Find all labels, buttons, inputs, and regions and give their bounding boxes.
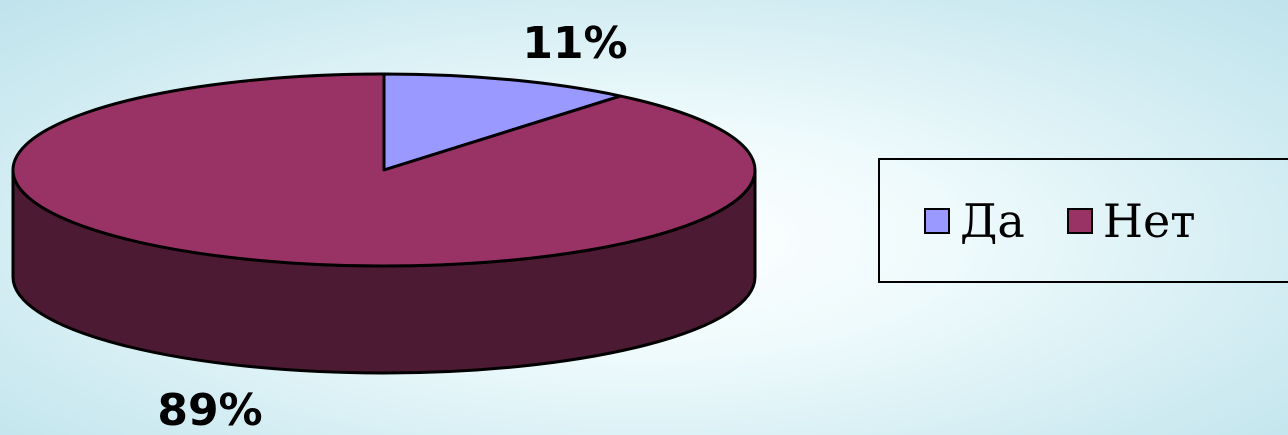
- legend-swatch-net: [1066, 207, 1093, 234]
- slice-net: [11, 72, 757, 268]
- pie-group: [11, 72, 757, 375]
- legend-item-net: Нет: [1066, 193, 1196, 248]
- chart-legend: Да Нет: [878, 158, 1288, 283]
- legend-item-da: Да: [924, 198, 1025, 244]
- legend-swatch-da: [924, 207, 950, 234]
- slice-label-da: 11%: [522, 18, 627, 69]
- slice-da: [382, 72, 622, 172]
- legend-label-da: Да: [960, 193, 1025, 248]
- legend-label-net: Нет: [1102, 193, 1196, 248]
- slice-label-net: 89%: [157, 385, 262, 435]
